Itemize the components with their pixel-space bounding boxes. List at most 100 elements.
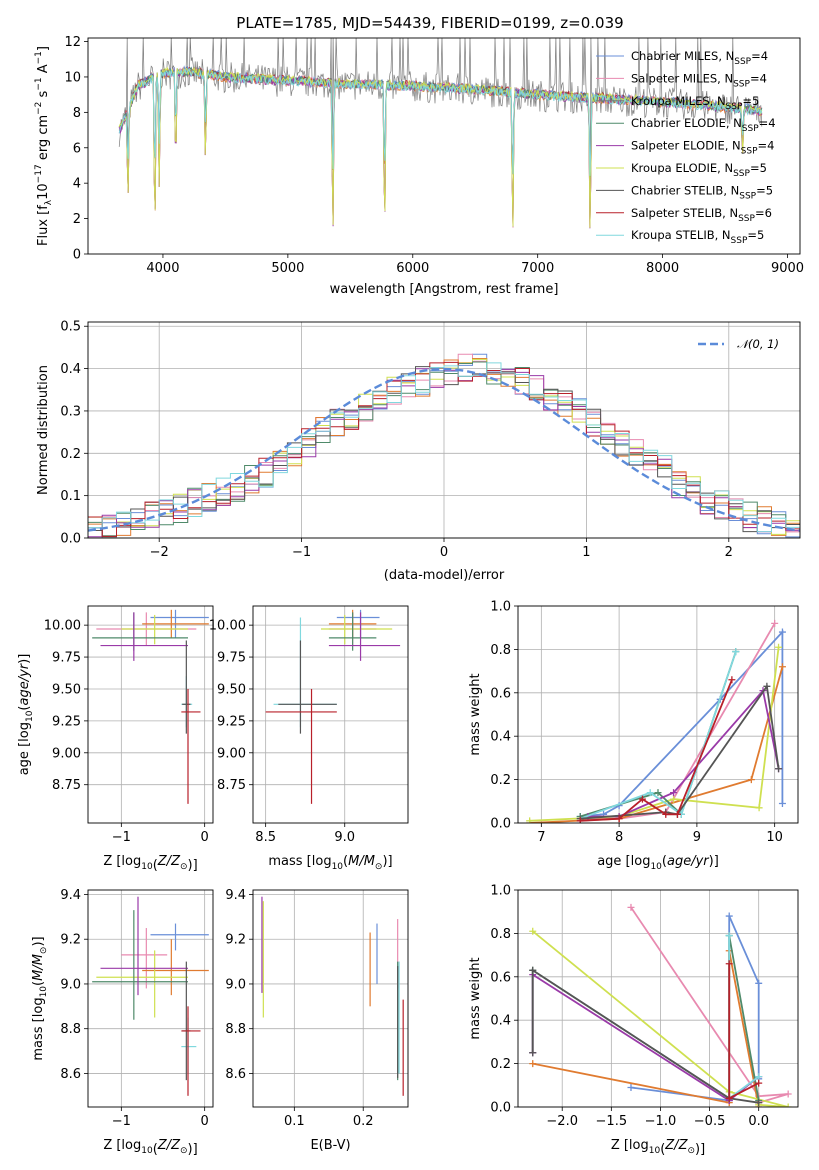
panel-massweight_vs_Z: −2.0 −1.5 −1.0 −0.5 0.0 0.0 0.2 0.4 0.6 0.8 1.0 Z [… xyxy=(468,884,799,1157)
label-part: 10 xyxy=(141,862,153,872)
x-axis-label: age [log10(age/yr)] xyxy=(597,854,719,872)
axes-frame xyxy=(252,605,409,824)
label-part: Kroupa STELIB, N xyxy=(631,228,731,242)
label-part: Chabrier MILES, N xyxy=(631,49,734,63)
mass-weight-marker xyxy=(755,1099,763,1107)
legend-label: Kroupa STELIB, NSSP=5 xyxy=(631,228,764,246)
mass-weight-marker xyxy=(725,932,733,940)
y-tick-label: 0.0 xyxy=(490,1101,511,1116)
label-part: mass [log xyxy=(31,997,46,1060)
label-part: Chabrier STELIB, N xyxy=(631,183,739,197)
label-part: SSP xyxy=(731,236,748,246)
mass-weight-marker xyxy=(725,1094,733,1102)
errorbars xyxy=(92,896,209,1096)
legend-label: Chabrier MILES, NSSP=4 xyxy=(631,49,768,67)
y-tick-label: 9.75 xyxy=(217,651,246,666)
y-tick-label: 9.00 xyxy=(52,746,81,761)
y-tick-label: 8.8 xyxy=(60,1022,81,1037)
panel-mass_vs_EBV: 0.1 0.2 8.6 8.8 9.0 9.2 9.4 E(B-V) xyxy=(225,888,409,1153)
axes-frame xyxy=(252,889,409,1108)
y-tick-label: 0.4 xyxy=(60,362,81,377)
y-tick-label: 10 xyxy=(64,70,81,85)
label-part: SSP xyxy=(733,169,750,179)
label-part: age [log xyxy=(17,722,32,775)
mass-weight-marker xyxy=(529,966,537,974)
label-part: ⊙ xyxy=(687,1146,695,1156)
label-part: ⊙ xyxy=(180,1146,188,1156)
y-tick-label: 8.75 xyxy=(217,778,246,793)
label-part: SSP xyxy=(741,147,758,157)
legend-label: Chabrier ELODIE, NSSP=4 xyxy=(631,116,776,134)
y-tick-label: 9.0 xyxy=(225,977,246,992)
label-part: Salpeter STELIB, N xyxy=(631,206,738,220)
label-part: 10 xyxy=(25,710,35,722)
mass-weight-marker xyxy=(755,1073,763,1081)
legend-label: Chabrier STELIB, NSSP=5 xyxy=(631,183,773,201)
mass-weight-marker xyxy=(673,810,681,818)
y-tick-label: 8.8 xyxy=(225,1022,246,1037)
y-axis-label: Flux [fλ10−17 erg cm−2 s−1 A−1] xyxy=(34,46,54,246)
mass-weight-marker xyxy=(778,799,786,807)
legend-label: Salpeter ELODIE, NSSP=4 xyxy=(631,139,774,157)
mass-weight-lines xyxy=(529,903,792,1107)
y-tick-label: 0.2 xyxy=(490,773,511,788)
axes-frame xyxy=(517,605,799,824)
x-tick-label: −1 xyxy=(292,545,311,560)
mass-weight-marker xyxy=(778,628,786,636)
mass-weight-marker xyxy=(529,1060,537,1068)
y-tick-label: 9.0 xyxy=(60,977,81,992)
label-part: =5 xyxy=(756,183,773,197)
label-part: Flux [f xyxy=(36,205,51,246)
label-part: )] xyxy=(695,1142,705,1157)
x-axis-label: wavelength [Angstrom, rest frame] xyxy=(330,282,559,297)
mass-weight-marker xyxy=(747,776,755,784)
y-tick-label: 9.00 xyxy=(217,746,246,761)
label-part: s xyxy=(36,90,51,101)
label-part: =4 xyxy=(759,116,776,130)
mass-weight-marker xyxy=(755,804,763,812)
y-tick-label: 9.4 xyxy=(225,888,246,903)
legend-label: Kroupa MILES, NSSP=5 xyxy=(631,94,759,112)
y-tick-label: 12 xyxy=(64,35,81,50)
y-axis-label: age [log10(age/yr)] xyxy=(17,654,35,776)
label-part: 10 xyxy=(39,986,49,998)
label-part: age [log xyxy=(597,854,650,869)
x-axis-label: Z [log10(Z/Z⊙)] xyxy=(611,1138,705,1157)
mass-weight-marker xyxy=(529,927,537,935)
x-tick-label: −1.5 xyxy=(596,1114,628,1129)
label-part: =4 xyxy=(758,139,775,153)
label-part: SSP xyxy=(726,102,743,112)
y-tick-label: 8.6 xyxy=(225,1067,246,1082)
x-tick-label: 9000 xyxy=(771,261,804,276)
x-axis-label: Z [log10(Z/Z⊙)] xyxy=(103,1138,197,1157)
label-part: Z/Z xyxy=(664,1138,688,1153)
x-tick-label: −1 xyxy=(112,830,131,845)
label-part: )] xyxy=(709,854,719,869)
mass-weight-marker xyxy=(529,1049,537,1057)
x-tick-label: 7 xyxy=(537,830,545,845)
spectrum-line xyxy=(118,67,763,176)
mass-weight-marker xyxy=(670,795,678,803)
x-tick-label: −0.5 xyxy=(694,1114,726,1129)
x-tick-label: 0 xyxy=(440,545,448,560)
y-tick-label: 9.75 xyxy=(52,651,81,666)
mass-weight-marker xyxy=(755,1079,763,1087)
y-tick-label: 0.6 xyxy=(490,686,511,701)
x-tick-label: 0.1 xyxy=(284,1114,305,1129)
x-tick-label: 7000 xyxy=(521,261,554,276)
mass-weight-marker xyxy=(725,960,733,968)
axes-frame xyxy=(87,889,214,1108)
y-axis-label: Normed distribution xyxy=(36,365,51,495)
x-tick-label: −1.0 xyxy=(645,1114,677,1129)
legend-label: Salpeter STELIB, NSSP=6 xyxy=(631,206,772,224)
label-part: 10 xyxy=(650,862,662,872)
label-part: Z [log xyxy=(103,854,141,869)
mass-weight-marker xyxy=(771,619,779,627)
label-part: )] xyxy=(17,654,32,664)
label-part: 10 xyxy=(649,1146,661,1156)
x-tick-label: 10 xyxy=(766,830,783,845)
mass-weight-marker xyxy=(725,912,733,920)
mass-weight-line xyxy=(630,906,789,1104)
mass-weight-marker xyxy=(638,795,646,803)
mass-weight-marker xyxy=(646,789,654,797)
